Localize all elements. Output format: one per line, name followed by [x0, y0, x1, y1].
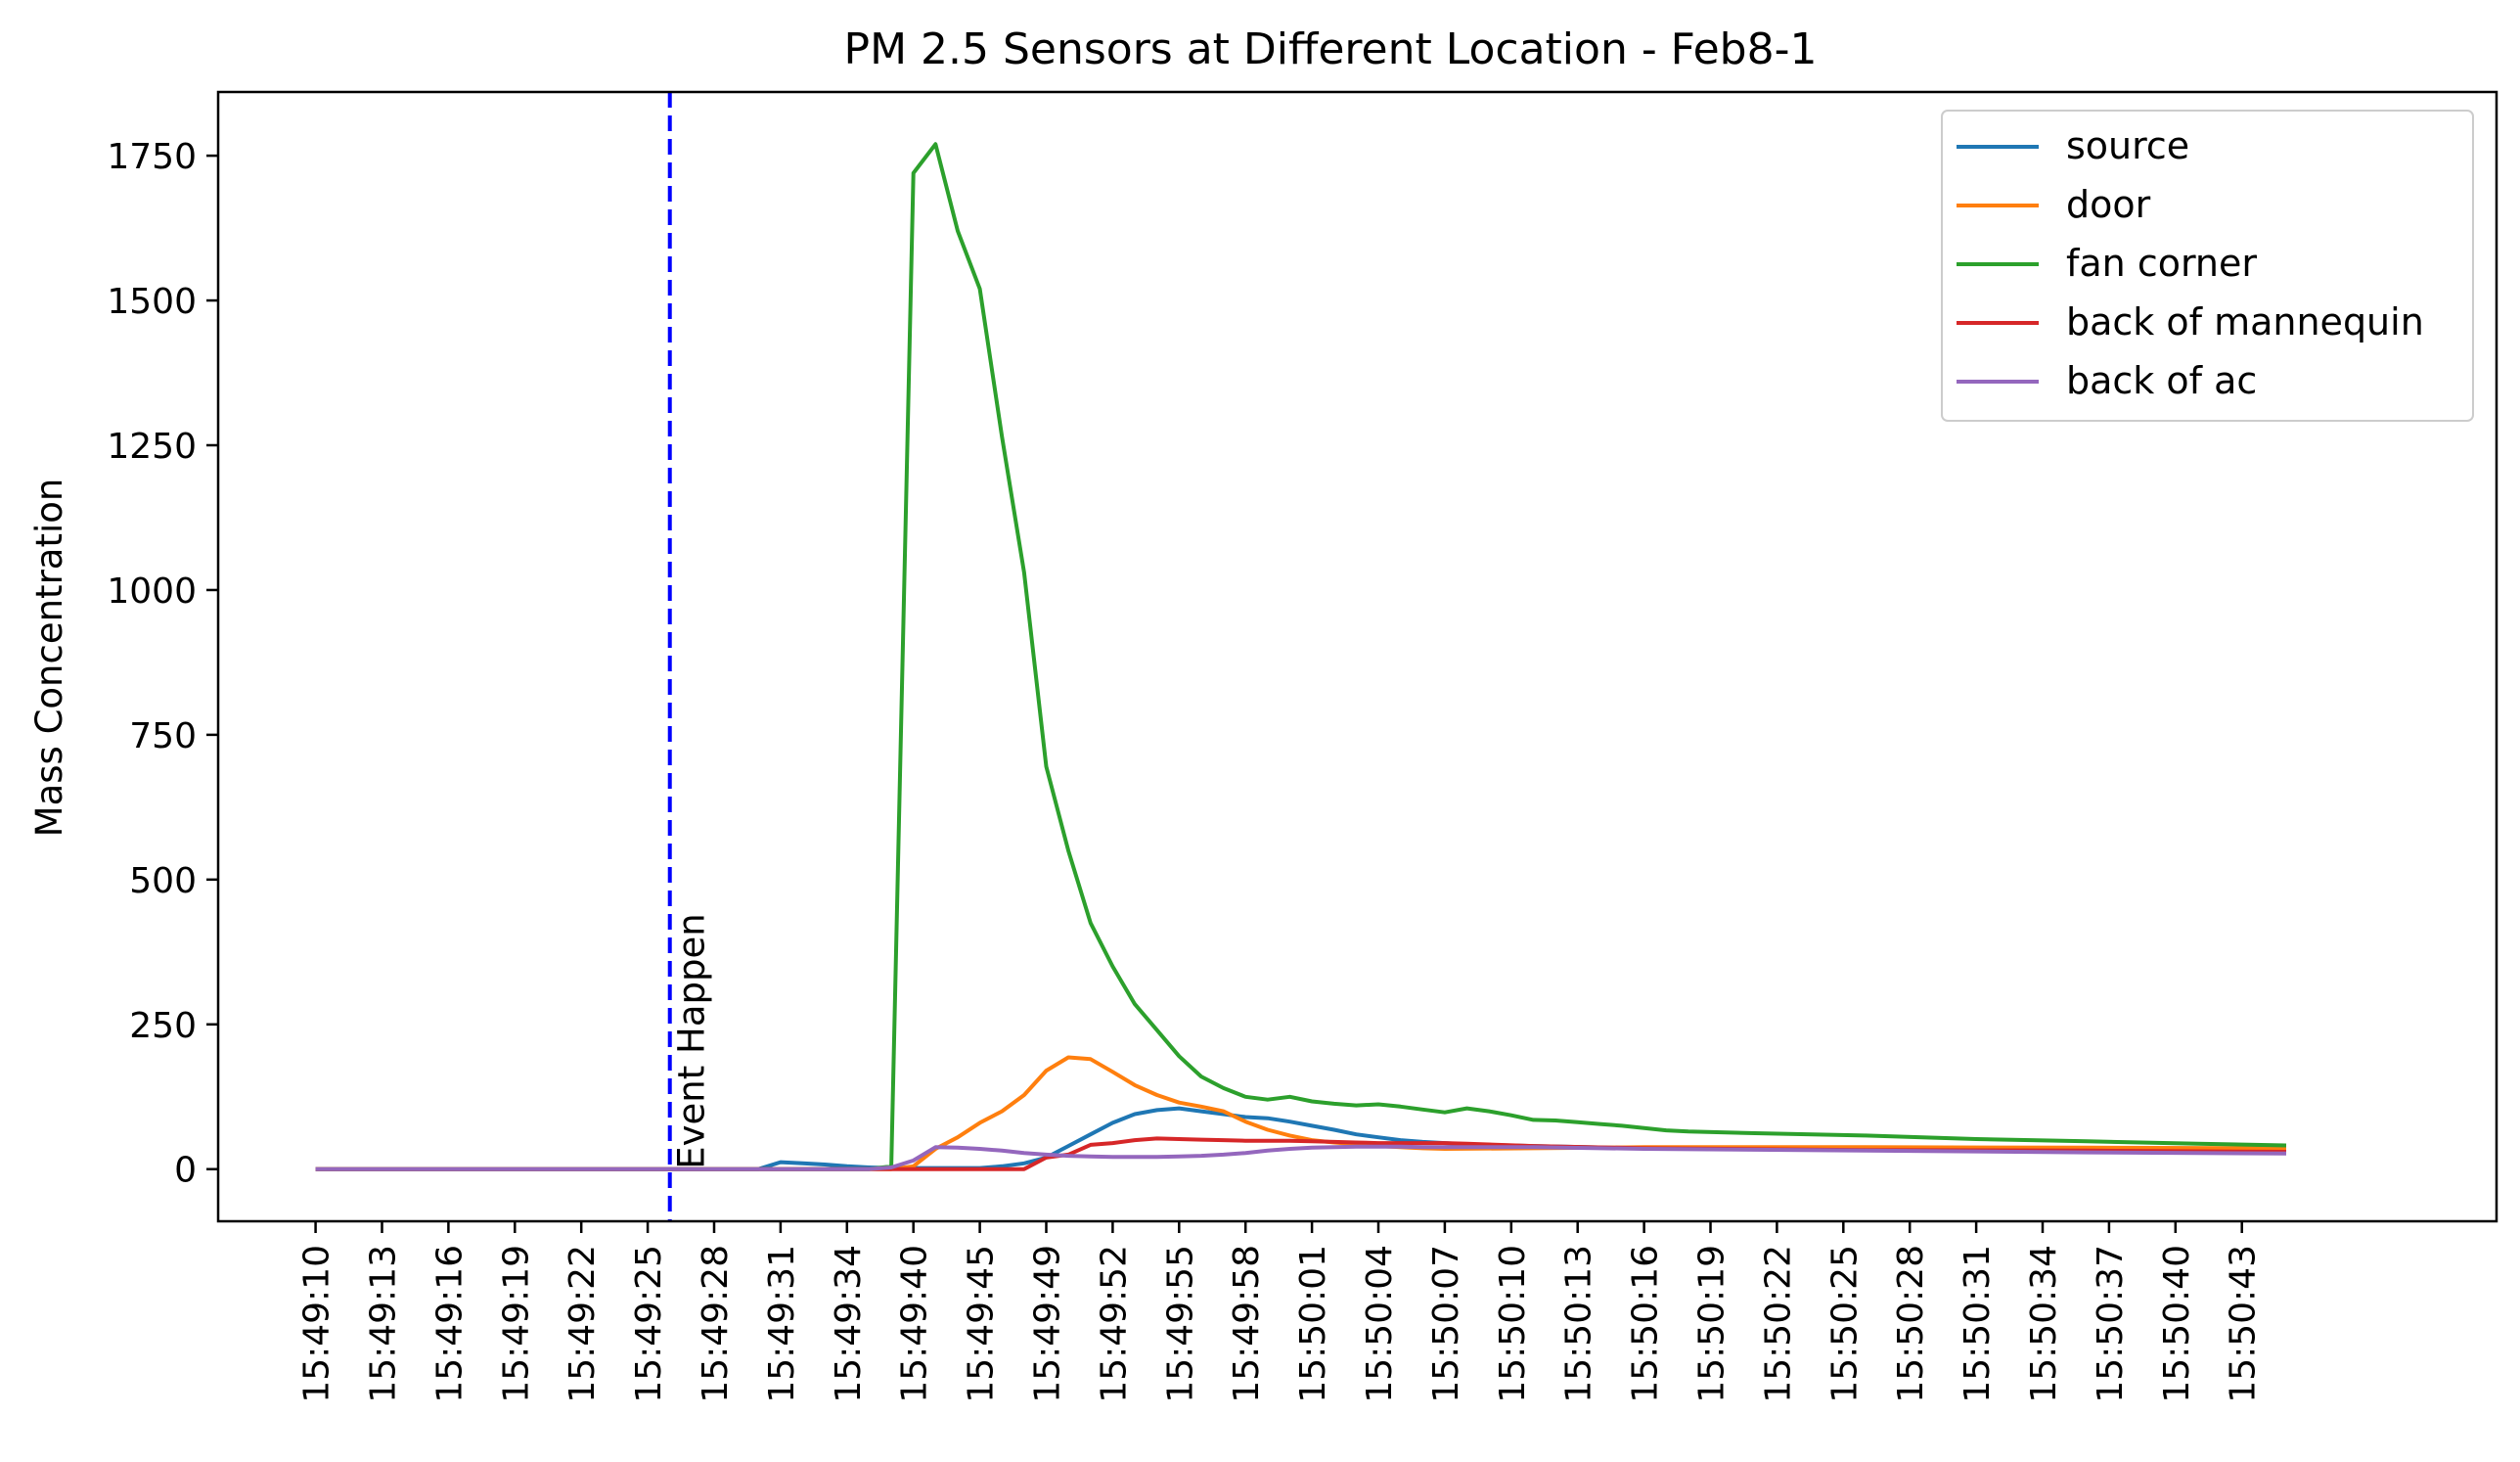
x-axis: 15:49:10 15:49:13 15:49:16 15:49:19 15:49:22…	[297, 1221, 2264, 1403]
x-tick-label: 15:50:40	[2157, 1245, 2197, 1403]
x-tick-label: 15:49:13	[363, 1245, 403, 1403]
x-tick-label: 15:50:25	[1824, 1245, 1865, 1403]
legend: source door fan corner back of mannequin bac…	[1941, 110, 2474, 422]
legend-label: fan corner	[2066, 242, 2257, 285]
x-tick-label: 15:50:01	[1293, 1245, 1333, 1403]
legend-box	[1941, 110, 2474, 422]
y-axis-label: Mass Concentration	[28, 479, 70, 838]
x-tick-label: 15:49:52	[1094, 1245, 1134, 1403]
x-tick-label: 15:50:07	[1426, 1245, 1466, 1403]
plot-frame	[216, 90, 2498, 1223]
x-tick-label: 15:49:25	[629, 1245, 669, 1403]
series-layer	[315, 142, 2287, 1171]
legend-items: source door fan corner back of mannequin bac…	[1957, 124, 2424, 402]
x-tick-label: 15:49:22	[562, 1245, 603, 1403]
plot-area: Event Happen	[216, 90, 2498, 1223]
x-tick-label: 15:49:16	[429, 1245, 470, 1403]
legend-label: source	[2066, 124, 2189, 167]
x-tick-label: 15:50:31	[1958, 1245, 1998, 1403]
x-tick-label: 15:49:10	[297, 1245, 338, 1403]
x-tick-label: 15:49:31	[762, 1245, 802, 1403]
event-label: Event Happen	[671, 913, 713, 1168]
x-tick-label: 15:49:49	[1027, 1245, 1067, 1403]
y-tick-label: 1750	[107, 137, 197, 177]
x-tick-label: 15:49:34	[829, 1245, 869, 1403]
y-tick-label: 250	[129, 1006, 197, 1046]
y-tick-label: 500	[129, 861, 197, 901]
series-line-back-of-ac	[315, 1144, 2287, 1171]
x-tick-label: 15:50:37	[2091, 1245, 2131, 1403]
chart-title: PM 2.5 Sensors at Different Location - F…	[844, 24, 1818, 74]
y-tick-label: 1500	[107, 282, 197, 322]
x-tick-label: 15:49:28	[696, 1245, 736, 1403]
x-tick-label: 15:50:43	[2224, 1245, 2264, 1403]
x-tick-label: 15:50:10	[1493, 1245, 1533, 1403]
y-axis: 0 250 500 750 1000 1250 1500 1750	[107, 137, 218, 1191]
y-tick-label: 0	[174, 1151, 197, 1191]
x-tick-label: 15:50:34	[2024, 1245, 2064, 1403]
x-tick-label: 15:50:22	[1758, 1245, 1798, 1403]
legend-label: back of ac	[2066, 359, 2257, 402]
x-tick-label: 15:49:58	[1227, 1245, 1267, 1403]
x-tick-label: 15:49:40	[895, 1245, 935, 1403]
series-line-fan-corner	[315, 142, 2287, 1171]
x-tick-label: 15:50:19	[1692, 1245, 1732, 1403]
event-marker: Event Happen	[667, 92, 713, 1221]
x-tick-label: 15:50:16	[1626, 1245, 1666, 1403]
x-tick-label: 15:50:13	[1559, 1245, 1599, 1403]
y-tick-label: 1250	[107, 427, 197, 467]
x-tick-label: 15:49:19	[496, 1245, 536, 1403]
legend-label: back of mannequin	[2066, 300, 2424, 343]
x-tick-label: 15:50:04	[1360, 1245, 1400, 1403]
x-tick-label: 15:49:45	[962, 1245, 1002, 1403]
legend-label: door	[2066, 183, 2151, 226]
series-line-back-of-mannequin	[315, 1136, 2287, 1171]
y-tick-label: 750	[129, 716, 197, 756]
x-tick-label: 15:49:55	[1160, 1245, 1200, 1403]
y-tick-label: 1000	[107, 571, 197, 612]
x-tick-label: 15:50:28	[1891, 1245, 1931, 1403]
